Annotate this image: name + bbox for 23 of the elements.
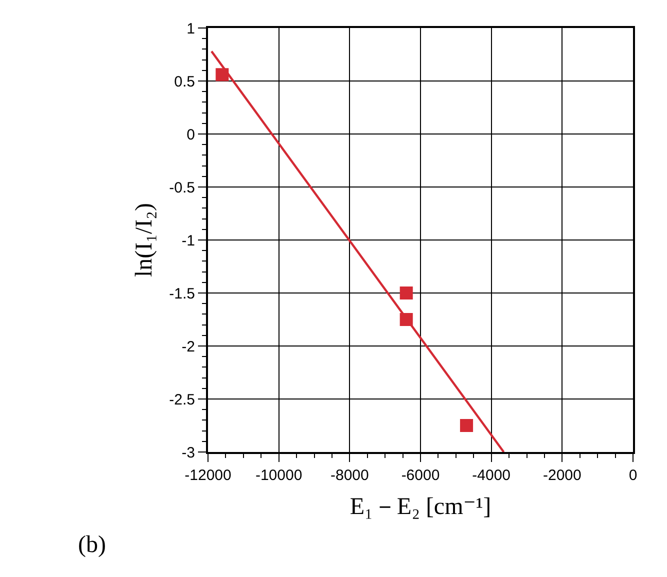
y-tick-label: -1 [182,232,195,250]
y-tick-label: 0.5 [174,73,195,90]
x-tick-label: -4000 [472,467,511,484]
y-tick-label: -1.5 [169,285,195,302]
y-tick-label: -3 [182,444,195,462]
y-tick-label: 0 [186,126,195,144]
x-tick-label: -10000 [255,467,302,484]
y-tick-label: -0.5 [169,179,195,196]
x-tick-label: 0 [628,467,638,484]
x-tick-label: -8000 [330,467,369,484]
point [216,68,229,82]
point [400,313,413,326]
y-tick-label: -2 [182,338,195,356]
y-axis-title: ln(I₁/I₂) [132,202,158,278]
point [460,419,474,432]
y-tick-label: 1 [186,20,195,38]
y-tick-label: -2.5 [169,391,195,408]
x-tick-label: -2000 [542,467,582,484]
text: (b) [78,532,106,558]
x-tick-label: -12000 [184,467,232,484]
x-axis-title: E₁－E₂ [cm⁻¹] [350,494,492,520]
point [400,286,413,300]
x-tick-label: -6000 [401,467,440,484]
